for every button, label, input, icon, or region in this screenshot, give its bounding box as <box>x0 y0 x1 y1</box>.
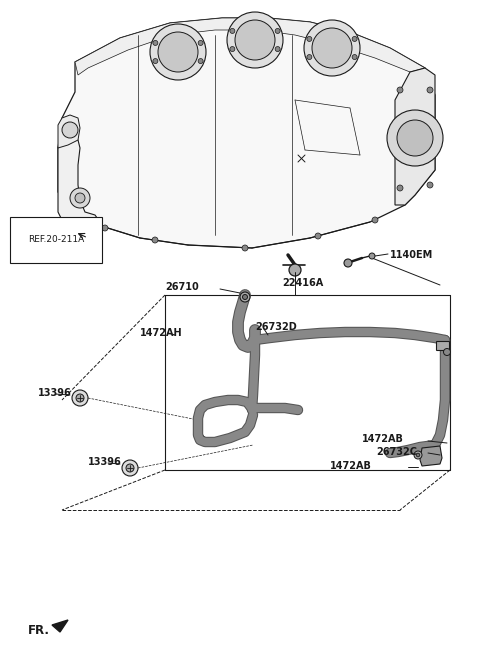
Polygon shape <box>58 115 80 148</box>
Circle shape <box>416 453 420 457</box>
Circle shape <box>242 294 248 300</box>
Text: 26710: 26710 <box>165 282 199 292</box>
Circle shape <box>289 264 301 276</box>
Circle shape <box>444 348 451 355</box>
Circle shape <box>122 460 138 476</box>
Circle shape <box>315 233 321 239</box>
Circle shape <box>235 20 275 60</box>
Circle shape <box>240 292 250 302</box>
Polygon shape <box>420 446 442 466</box>
Polygon shape <box>75 18 425 75</box>
Circle shape <box>230 47 235 51</box>
Circle shape <box>397 120 433 156</box>
Circle shape <box>198 41 203 45</box>
Text: 13396: 13396 <box>38 388 72 398</box>
Text: 1472AH: 1472AH <box>140 328 182 338</box>
Circle shape <box>198 58 203 64</box>
Circle shape <box>344 259 352 267</box>
Circle shape <box>307 55 312 60</box>
Circle shape <box>227 12 283 68</box>
Circle shape <box>275 47 280 51</box>
Circle shape <box>242 245 248 251</box>
Circle shape <box>275 28 280 34</box>
Circle shape <box>304 20 360 76</box>
Circle shape <box>427 182 433 188</box>
Circle shape <box>312 28 352 68</box>
Circle shape <box>387 110 443 166</box>
Circle shape <box>352 36 357 41</box>
Text: 26732C: 26732C <box>376 447 417 457</box>
Circle shape <box>150 24 206 80</box>
Text: REF.20-211A: REF.20-211A <box>28 235 84 244</box>
FancyBboxPatch shape <box>436 342 449 350</box>
Circle shape <box>75 193 85 203</box>
Text: 22416A: 22416A <box>282 278 323 288</box>
Circle shape <box>72 390 88 406</box>
Circle shape <box>152 237 158 243</box>
Circle shape <box>414 451 422 459</box>
Circle shape <box>153 58 158 64</box>
Circle shape <box>76 394 84 402</box>
Text: 1472AB: 1472AB <box>362 434 404 444</box>
Circle shape <box>153 41 158 45</box>
Circle shape <box>427 87 433 93</box>
Text: 26732D: 26732D <box>255 322 297 332</box>
Circle shape <box>62 122 78 138</box>
Circle shape <box>158 32 198 72</box>
Text: 1140EM: 1140EM <box>390 250 433 260</box>
Circle shape <box>397 87 403 93</box>
Circle shape <box>102 225 108 231</box>
Polygon shape <box>52 620 68 632</box>
Circle shape <box>372 217 378 223</box>
Circle shape <box>126 464 134 472</box>
Circle shape <box>230 28 235 34</box>
Polygon shape <box>58 18 435 248</box>
Circle shape <box>397 185 403 191</box>
Circle shape <box>307 36 312 41</box>
Circle shape <box>369 253 375 259</box>
Text: 13396: 13396 <box>88 457 122 467</box>
Polygon shape <box>58 135 100 232</box>
Circle shape <box>70 188 90 208</box>
Text: 1472AB: 1472AB <box>330 461 372 471</box>
Circle shape <box>352 55 357 60</box>
Polygon shape <box>395 68 435 205</box>
Text: FR.: FR. <box>28 623 50 637</box>
